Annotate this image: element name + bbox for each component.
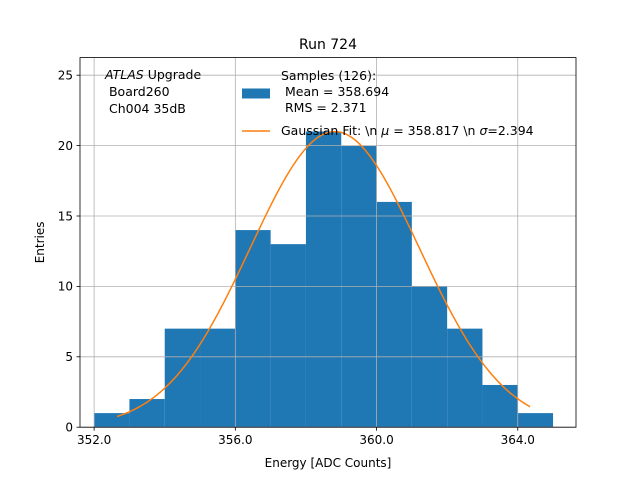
x-tick-label: 352.0 (77, 433, 111, 447)
annotation-line-2: Board260 (105, 84, 170, 99)
legend-fit-sigma: σ (479, 123, 488, 138)
y-tick-label: 5 (65, 350, 73, 364)
histogram-bar (235, 230, 271, 428)
y-tick-label: 15 (58, 209, 73, 223)
atlas-annotation: ATLAS Upgrade Board260 Ch004 35dB (104, 67, 201, 116)
legend-fit-suffix: =2.394 (487, 123, 533, 138)
grid-lines (80, 57, 576, 428)
chart-title: Run 724 (299, 37, 357, 53)
histogram-bar (200, 328, 236, 428)
histogram-bar (305, 131, 342, 428)
legend-fit-prefix: Gaussian Fit: \n (281, 123, 381, 138)
histogram-bar (164, 328, 201, 428)
annotation-line-3: Ch004 35dB (105, 101, 186, 116)
legend-samples-line-3: RMS = 2.371 (281, 100, 367, 115)
plot-frame (79, 57, 577, 428)
histogram-bar (447, 328, 483, 428)
x-axis-ticks: 352.0 356.0 360.0 364.0 (77, 427, 535, 447)
annotation-atlas: ATLAS (104, 67, 144, 82)
y-axis-label: Entries (33, 222, 47, 264)
legend-samples-line-1: Samples (126): (281, 68, 376, 83)
y-tick-label: 25 (58, 69, 73, 83)
histogram-bar (94, 413, 130, 428)
y-tick-label: 0 (65, 421, 73, 435)
histogram-bar (482, 384, 518, 428)
histogram-bar (270, 244, 306, 428)
legend-samples-swatch (242, 88, 270, 99)
histogram-bar (517, 413, 554, 428)
legend-fit-label: Gaussian Fit: \n μ = 358.817 \n σ=2.394 (281, 123, 534, 138)
gaussian-fit-curve (116, 130, 531, 418)
legend-samples-line-2: Mean = 358.694 (281, 84, 389, 99)
annotation-line-1: ATLAS Upgrade (104, 67, 201, 82)
y-axis-ticks: 0 5 10 15 20 25 (58, 69, 80, 435)
histogram-bar (129, 399, 165, 428)
annotation-upgrade: Upgrade (144, 67, 202, 82)
y-tick-label: 10 (58, 280, 73, 294)
x-tick-label: 360.0 (359, 433, 393, 447)
x-axis-label: Energy [ADC Counts] (265, 456, 392, 470)
y-tick-label: 20 (58, 139, 73, 153)
legend-fit-middle: = 358.817 \n (389, 123, 479, 138)
histogram-bars (94, 131, 554, 428)
histogram-bar (376, 201, 412, 428)
x-tick-label: 364.0 (501, 433, 535, 447)
legend: Samples (126): Mean = 358.694 RMS = 2.37… (242, 68, 534, 138)
legend-fit-mu: μ (380, 123, 389, 138)
x-tick-label: 356.0 (218, 433, 252, 447)
